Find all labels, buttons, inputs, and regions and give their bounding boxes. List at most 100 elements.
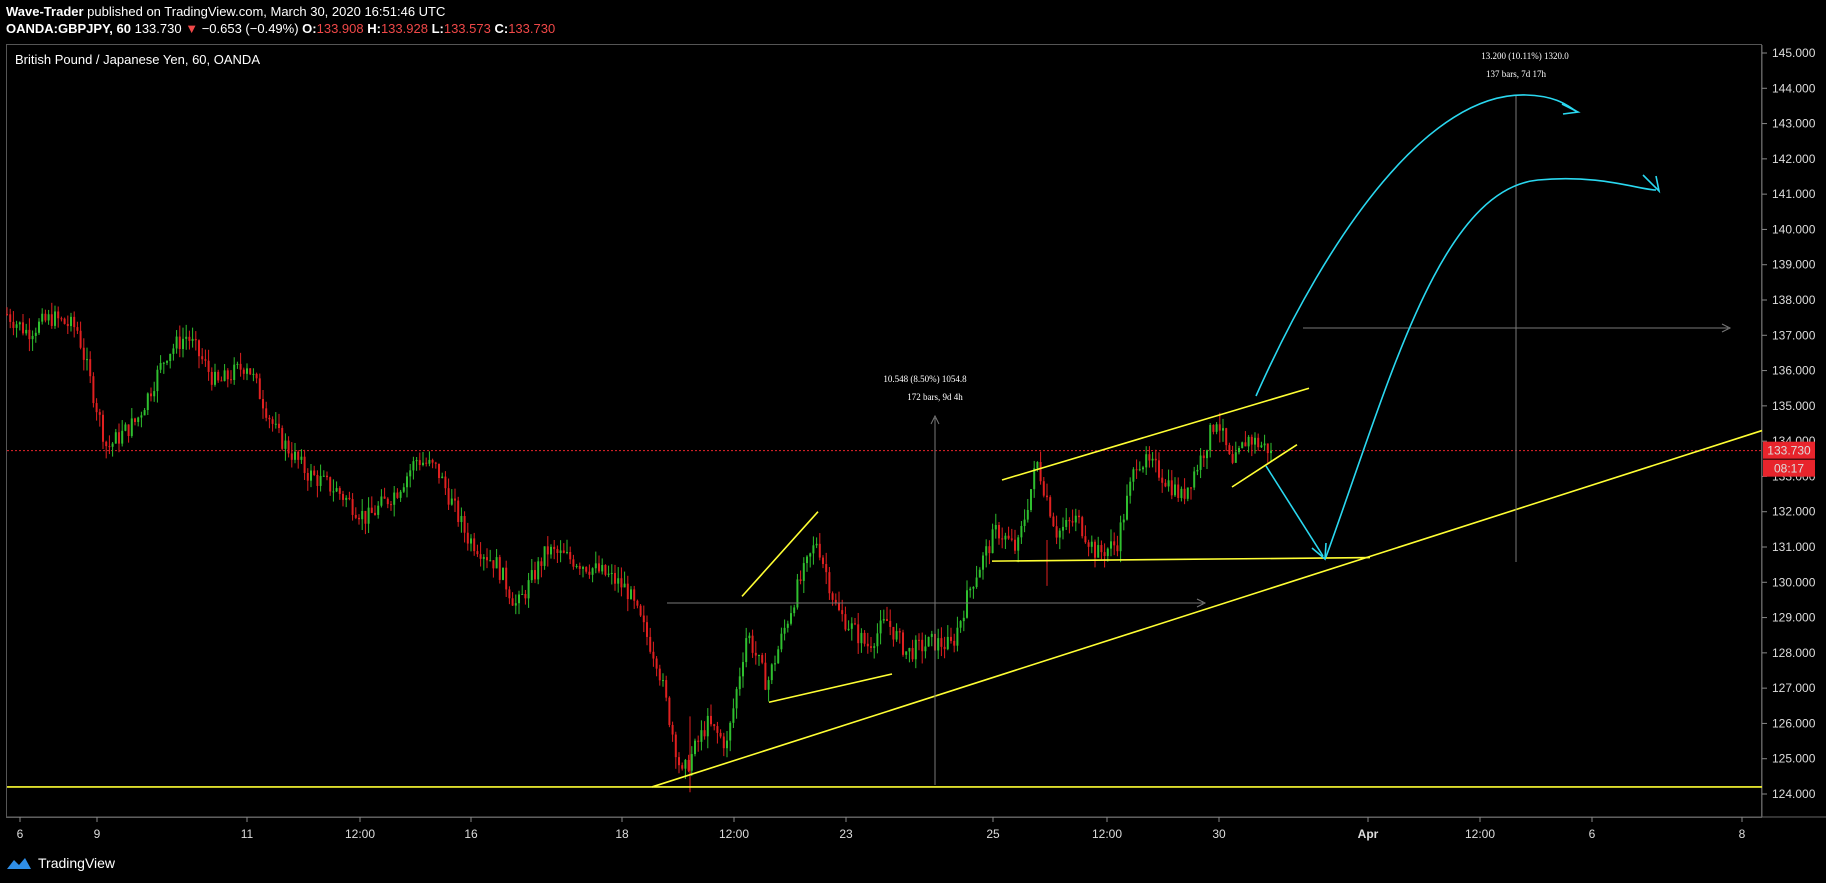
candle-body — [31, 335, 34, 340]
candle-body — [914, 639, 917, 660]
candle-body — [633, 589, 636, 601]
candle-body — [1228, 445, 1231, 455]
candle-body — [34, 332, 37, 336]
candle-body — [521, 593, 524, 595]
trendline-channel-inner[interactable] — [1231, 444, 1298, 488]
candle-body — [130, 418, 133, 436]
candle-body — [76, 327, 79, 331]
y-tick-label: 136.000 — [1772, 364, 1816, 378]
candle-body — [457, 500, 460, 523]
candle-body — [354, 514, 357, 518]
candle-body — [1215, 424, 1218, 432]
candle-body — [473, 538, 476, 552]
candle-body — [591, 568, 594, 575]
trendline-channel-upper[interactable] — [1001, 387, 1310, 481]
candle-body — [892, 626, 895, 640]
candle-body — [210, 371, 213, 385]
candle-body — [393, 492, 396, 505]
candle-body — [1218, 424, 1221, 431]
candle-body — [1250, 436, 1253, 445]
candle-body — [310, 470, 312, 481]
candle-body — [1199, 455, 1202, 470]
candle-body — [617, 578, 620, 584]
candle-body — [697, 740, 700, 742]
candle-body — [82, 347, 85, 360]
candle-body — [1078, 515, 1080, 518]
candle-body — [777, 649, 780, 664]
arrowhead-icon — [1311, 542, 1327, 561]
trendline-rising-support[interactable] — [651, 429, 1763, 788]
candle-body — [1190, 487, 1192, 489]
candle-body — [649, 636, 652, 652]
candle-body — [185, 336, 188, 339]
candle-body — [223, 370, 226, 382]
candle-body — [463, 516, 466, 533]
y-tick-label: 145.000 — [1772, 46, 1816, 60]
candle-body — [706, 715, 709, 737]
candle-body — [582, 567, 584, 569]
candle-body — [569, 552, 572, 560]
candle-body — [1263, 443, 1266, 446]
candle-body — [764, 662, 767, 690]
y-tick-label: 139.000 — [1772, 258, 1816, 272]
candle-body — [460, 516, 463, 523]
candle-body — [937, 638, 940, 651]
trendline-wedge-left-lower[interactable] — [768, 673, 893, 704]
candle-body — [767, 680, 770, 690]
projection-curve-left[interactable] — [1255, 94, 1577, 397]
projection-down-arrow[interactable] — [1265, 465, 1324, 557]
candle-body — [1206, 450, 1208, 459]
candle-body — [1132, 469, 1135, 482]
candle-body — [738, 676, 741, 690]
candle-body — [386, 498, 389, 505]
last-price-label: 133.730 — [1767, 444, 1811, 458]
tradingview-logo-icon[interactable] — [6, 855, 32, 871]
candle-body — [159, 363, 162, 370]
candle-body — [790, 613, 792, 624]
y-tick-label: 129.000 — [1772, 611, 1816, 625]
projection-curve-right[interactable] — [1325, 177, 1657, 558]
candle-body — [988, 546, 991, 554]
y-tick-label: 141.000 — [1772, 187, 1816, 201]
candle-body — [1167, 480, 1170, 487]
author-name[interactable]: Wave-Trader — [6, 4, 84, 19]
candle-body — [956, 627, 959, 646]
candle-body — [770, 664, 773, 681]
candle-body — [1231, 454, 1234, 463]
candle-body — [390, 504, 392, 506]
down-arrow-icon: ▼ — [185, 21, 199, 36]
candle-body — [1154, 458, 1157, 461]
candle-body — [454, 498, 456, 501]
candle-body — [735, 689, 738, 709]
arrowhead-icon — [1561, 103, 1581, 115]
candle-body — [1241, 442, 1244, 449]
candle-body — [98, 412, 101, 415]
candle-body — [79, 330, 82, 348]
arrowhead-icon — [1642, 174, 1661, 194]
candle-body — [745, 638, 748, 663]
candle-body — [1225, 428, 1228, 446]
candle-body — [895, 631, 898, 640]
candle-body — [402, 487, 405, 492]
candle-body — [1180, 488, 1183, 498]
candle-body — [479, 554, 482, 559]
candle-body — [658, 668, 661, 681]
candle-body — [940, 638, 943, 647]
footer-brand[interactable]: TradingView — [38, 855, 116, 871]
candle-body — [1058, 530, 1061, 538]
candle-body — [57, 311, 60, 319]
candle-body — [274, 423, 277, 425]
candle-body — [300, 456, 303, 460]
candle-body — [514, 603, 517, 606]
candle-body — [761, 655, 764, 663]
published-text: published on TradingView.com, March 30, … — [83, 4, 446, 19]
candle-body — [924, 646, 927, 652]
trendline-channel-lower[interactable] — [991, 556, 1371, 562]
candle-body — [950, 636, 952, 641]
candle-body — [1106, 548, 1109, 557]
candle-body — [806, 556, 808, 564]
trendline-wedge-left-upper[interactable] — [741, 511, 819, 597]
high-value: 133.928 — [380, 21, 428, 36]
measure-bars-label-2: 137 bars, 7d 17h — [1486, 69, 1546, 79]
